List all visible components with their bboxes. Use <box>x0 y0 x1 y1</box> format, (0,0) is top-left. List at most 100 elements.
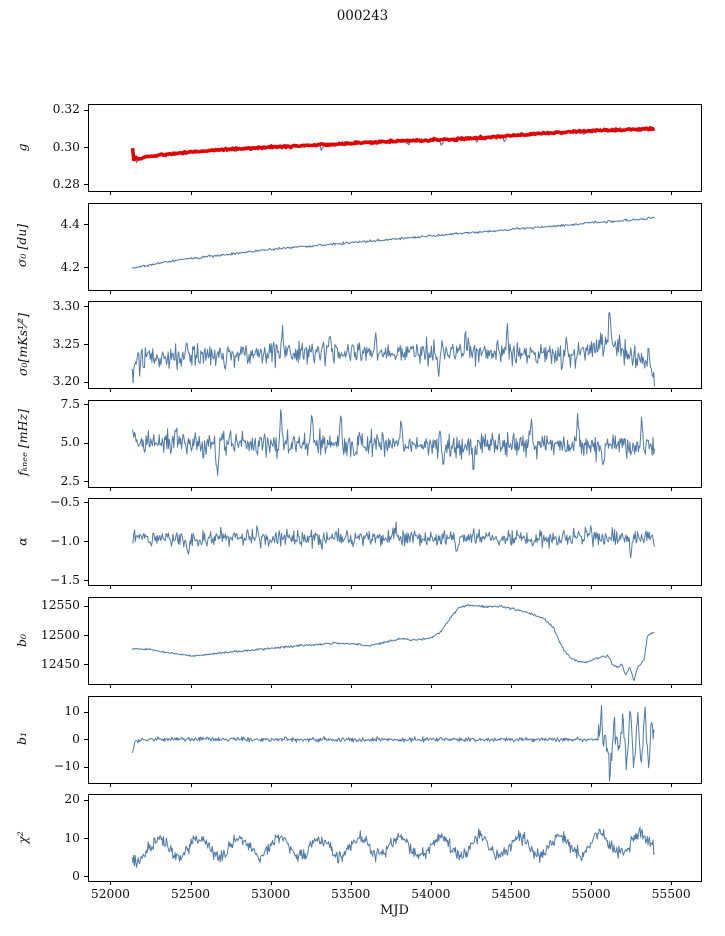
subplot-b1-plot <box>131 704 655 781</box>
x-tick-mark <box>270 289 272 294</box>
x-tick-mark <box>110 684 112 688</box>
subplot-alpha-axes <box>88 498 702 587</box>
y-tick-mark <box>84 442 88 444</box>
y-tick-label: 4.4 <box>60 216 80 231</box>
subplot-g-plot <box>130 126 656 164</box>
x-tick-mark <box>190 388 192 393</box>
y-tick-label: 4.2 <box>60 259 80 274</box>
x-tick-mark <box>591 585 593 590</box>
x-tick-mark <box>671 881 673 886</box>
y-tick-label: 10 <box>64 830 80 845</box>
x-tick-mark <box>110 881 112 886</box>
y-tick-mark <box>84 481 88 483</box>
y-tick-mark <box>84 711 88 713</box>
f_knee-data-line <box>131 409 655 476</box>
y-tick-label: 3.25 <box>52 336 80 351</box>
y-tick-label: 12550 <box>40 598 80 613</box>
y-tick-mark <box>84 799 88 801</box>
x-tick-mark <box>270 191 272 195</box>
x-tick-mark <box>270 388 272 393</box>
y-tick-mark <box>84 766 88 768</box>
subplot-b0-axes <box>88 597 702 685</box>
b0-data-line <box>131 603 655 681</box>
chi2-data-line <box>131 826 655 868</box>
y-tick-mark <box>84 502 88 504</box>
x-tick-mark <box>350 486 352 491</box>
x-tick-mark <box>430 585 432 590</box>
x-tick-label: 54500 <box>491 887 531 902</box>
x-tick-mark <box>671 782 673 787</box>
x-tick-mark <box>350 388 352 393</box>
x-tick-label: 52500 <box>170 887 211 902</box>
x-tick-mark <box>350 881 352 886</box>
y-tick-label: 0 <box>72 731 80 746</box>
y-tick-mark <box>84 224 88 226</box>
y-tick-label: −0.5 <box>50 494 80 509</box>
y-tick-label: 10 <box>64 704 80 719</box>
x-tick-mark <box>350 782 352 787</box>
y-tick-mark <box>84 344 88 346</box>
x-tick-mark <box>350 289 352 294</box>
x-tick-mark <box>591 191 593 195</box>
x-tick-mark <box>430 191 432 195</box>
y-tick-label: 2.5 <box>60 473 80 488</box>
y-tick-mark <box>84 838 88 840</box>
x-tick-mark <box>190 684 192 688</box>
y-tick-mark <box>84 635 88 637</box>
g-fit-line <box>130 126 656 162</box>
x-tick-mark <box>110 486 112 491</box>
x-tick-mark <box>671 191 673 195</box>
x-tick-mark <box>510 191 512 195</box>
y-tick-label: 7.5 <box>60 396 80 411</box>
x-tick-label: 54000 <box>411 887 451 902</box>
subplot-chi2-axes <box>88 794 702 883</box>
y-tick-label: −10 <box>54 759 80 774</box>
y-tick-label: 0 <box>72 868 80 883</box>
subplot-sigma0_mks-axes <box>88 301 702 390</box>
x-tick-mark <box>110 191 112 195</box>
y-tick-label: 0.30 <box>52 139 80 154</box>
x-tick-mark <box>430 881 432 886</box>
x-tick-mark <box>430 388 432 393</box>
x-tick-mark <box>110 782 112 787</box>
x-tick-label: 53000 <box>251 887 291 902</box>
x-tick-label: 52000 <box>90 887 130 902</box>
subplot-alpha-plot <box>132 521 655 559</box>
x-tick-mark <box>110 289 112 294</box>
x-tick-mark <box>270 486 272 491</box>
x-tick-mark <box>430 782 432 787</box>
x-tick-mark <box>671 585 673 590</box>
x-tick-mark <box>430 486 432 491</box>
x-tick-mark <box>591 388 593 393</box>
y-tick-mark <box>84 605 88 607</box>
y-tick-label: 3.20 <box>52 374 80 389</box>
x-tick-mark <box>350 684 352 688</box>
x-tick-mark <box>671 486 673 491</box>
x-tick-mark <box>510 585 512 590</box>
x-tick-mark <box>671 289 673 294</box>
y-tick-label: 12450 <box>40 656 80 671</box>
alpha-data-line <box>132 521 655 559</box>
y-tick-mark <box>84 876 88 878</box>
b1-data-line <box>131 704 655 781</box>
x-axis-label: MJD <box>380 903 409 918</box>
sigma0_du-data-line <box>131 216 655 269</box>
x-tick-mark <box>270 585 272 590</box>
y-tick-mark <box>84 739 88 741</box>
x-tick-mark <box>591 684 593 688</box>
x-tick-mark <box>510 388 512 393</box>
y-tick-label: 3.30 <box>52 298 80 313</box>
x-tick-mark <box>430 289 432 294</box>
subplot-sigma0_du-ylabel-wrap: σ₀ [du] <box>2 203 42 289</box>
y-tick-mark <box>84 109 88 111</box>
subplot-g-axes <box>88 104 702 192</box>
x-tick-mark <box>510 782 512 787</box>
y-tick-label: 0.32 <box>52 102 80 117</box>
y-tick-mark <box>84 147 88 148</box>
x-tick-mark <box>350 585 352 590</box>
y-tick-mark <box>84 541 88 543</box>
x-tick-mark <box>190 289 192 294</box>
x-tick-mark <box>190 881 192 886</box>
x-tick-mark <box>190 486 192 491</box>
